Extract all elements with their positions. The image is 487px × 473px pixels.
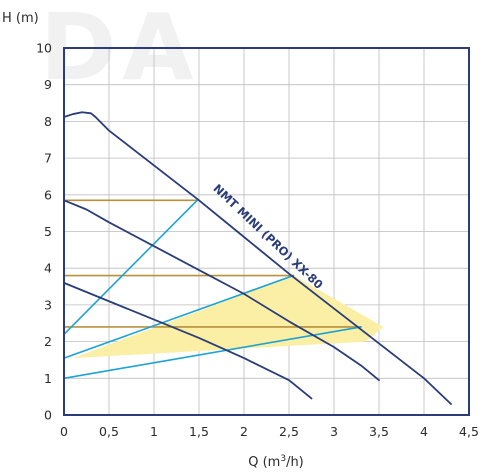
y-tick-label: 10	[36, 41, 52, 56]
watermark-text: DA	[40, 0, 200, 101]
system-curve-line	[63, 199, 198, 336]
y-tick-label: 4	[44, 261, 52, 276]
x-tick-label: 1,5	[189, 424, 209, 439]
operating-area	[73, 275, 384, 359]
y-tick-label: 2	[44, 334, 52, 349]
operating-area-fill	[73, 275, 384, 359]
plot-frame	[63, 47, 470, 416]
x-axis-label-base: Q (m	[248, 455, 280, 470]
x-axis-label-sup: 3	[280, 454, 286, 464]
y-tick-label: 8	[44, 114, 52, 129]
x-tick-label: 4	[420, 424, 428, 439]
y-tick-label: 5	[44, 224, 52, 239]
system-curve-line	[63, 274, 295, 359]
x-tick-label: 1	[150, 424, 158, 439]
system-curve-line	[63, 326, 362, 380]
x-tick-label: 2	[240, 424, 248, 439]
x-tick-label: 4,5	[459, 424, 479, 439]
y-tick-label: 3	[44, 297, 52, 312]
pump-curve-line	[63, 281, 313, 400]
x-tick-label: 0	[60, 424, 68, 439]
pump-curve-line	[63, 199, 380, 382]
y-tick-label: 0	[44, 408, 52, 423]
tick-labels: 0 0,5 1 1,5 2 2,5 3 3,5 4 4,5 0 1 2 3 4 5 6 7 8 9 10	[36, 41, 479, 440]
y-tick-label: 1	[44, 371, 52, 386]
y-tick-label: 6	[44, 187, 52, 202]
x-tick-label: 3	[330, 424, 338, 439]
y-axis-label: H (m)	[2, 11, 39, 26]
y-tick-label: 7	[44, 151, 52, 166]
x-axis-label: Q (m3/h)	[248, 454, 304, 470]
series-group	[63, 111, 452, 405]
pump-curve-line	[63, 111, 452, 405]
x-tick-label: 2,5	[279, 424, 299, 439]
x-tick-label: 3,5	[369, 424, 389, 439]
y-tick-label: 9	[44, 77, 52, 92]
x-axis-label-tail: /h)	[286, 455, 304, 470]
x-tick-label: 0,5	[99, 424, 119, 439]
